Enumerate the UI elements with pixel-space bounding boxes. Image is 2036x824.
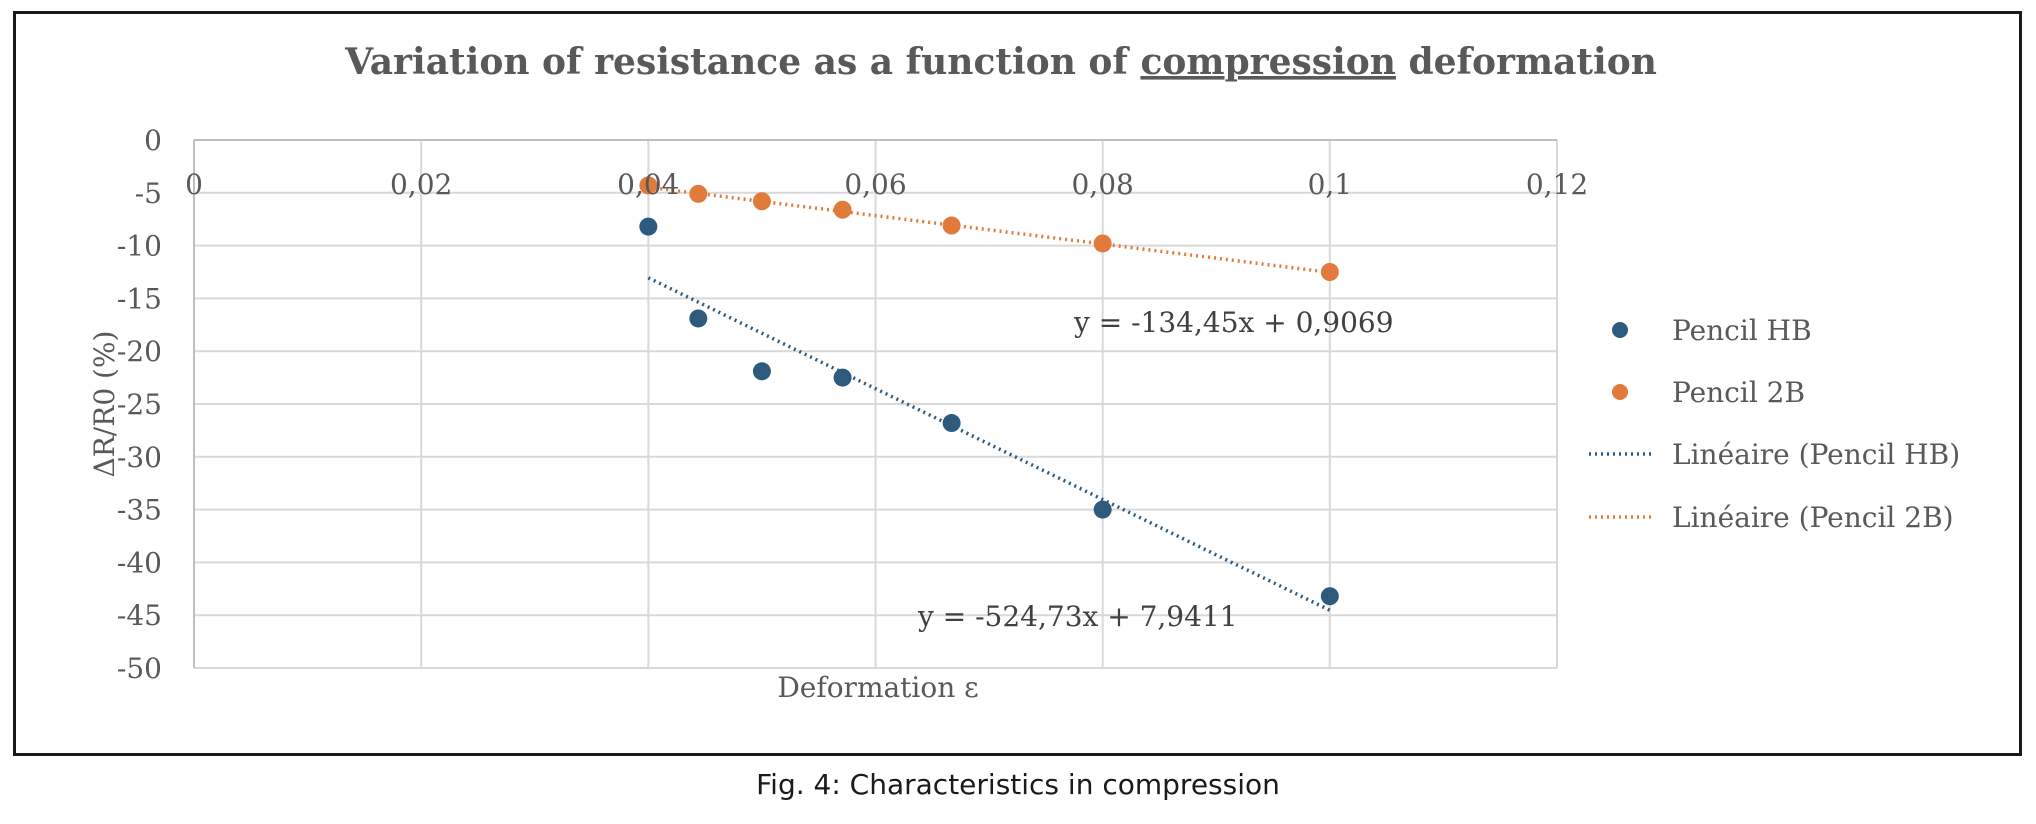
legend-label-trend-2b: Linéaire (Pencil 2B) (1672, 501, 1954, 534)
trendline-pencil-hb (647, 276, 1331, 612)
x-tick-label: 0,1 (1308, 168, 1353, 201)
legend-label-pencil-2b: Pencil 2B (1672, 376, 1805, 409)
data-point-pencil-2b (639, 176, 658, 195)
y-tick-label: 0 (144, 124, 162, 157)
chart-title-part-2: deformation (1396, 41, 1657, 83)
y-tick-label: -20 (117, 335, 162, 368)
chart-title: Variation of resistance as a function of… (344, 41, 1657, 83)
data-point-pencil-hb (639, 217, 658, 236)
y-tick-label: -10 (117, 230, 162, 263)
y-tick-label: -45 (117, 599, 162, 632)
chart-title-underlined: compression (1140, 41, 1395, 83)
y-tick-label: -5 (135, 177, 162, 210)
trendline-equation-pencil-2b: y = -134,45x + 0,9069 (1073, 306, 1394, 339)
x-tick-label: 0,12 (1526, 168, 1588, 201)
x-tick-label: 0,04 (617, 168, 679, 201)
legend-label-trend-hb: Linéaire (Pencil HB) (1672, 438, 1960, 471)
legend-item-pencil-2b: Pencil 2B (1612, 376, 1805, 409)
x-axis-label: Deformation ε (777, 671, 978, 704)
y-tick-label: -30 (117, 441, 162, 474)
trendline-pencil-2b (648, 185, 1331, 275)
trendline-layer (647, 185, 1331, 612)
legend-marker-pencil-hb (1612, 322, 1628, 338)
figure-caption: Fig. 4: Characteristics in compression (756, 768, 1280, 801)
tick-label-layer: 0 -5 -10 -15 -20 -25 -30 -35 -40 -45 -50 0 0,02 0,04 0… (117, 124, 1588, 685)
x-tick-label: 0 (185, 168, 203, 201)
grid-layer (194, 140, 1558, 669)
y-tick-label: -40 (117, 546, 162, 579)
chart-frame: Variation of resistance as a function of… (13, 11, 2022, 756)
legend-item-trend-hb: Linéaire (Pencil HB) (1589, 438, 1960, 471)
data-point-layer (639, 176, 1339, 606)
trendline-equation-pencil-hb: y = -524,73x + 7,9411 (917, 600, 1238, 633)
legend-label-pencil-hb: Pencil HB (1672, 314, 1812, 347)
axis-layer (193, 139, 1557, 668)
data-point-pencil-2b (1093, 234, 1112, 253)
x-tick-label: 0,02 (390, 168, 452, 201)
data-point-pencil-hb (752, 362, 771, 381)
data-point-pencil-hb (1320, 587, 1339, 606)
x-tick-label: 0,08 (1071, 168, 1133, 201)
data-point-pencil-hb (833, 368, 852, 387)
legend-item-trend-2b: Linéaire (Pencil 2B) (1589, 501, 1954, 534)
legend-marker-pencil-2b (1612, 384, 1628, 400)
chart-svg: Variation of resistance as a function of… (88, 41, 1960, 704)
y-tick-label: -15 (117, 282, 162, 315)
data-point-pencil-2b (942, 216, 961, 235)
y-axis-label: ΔR/R0 (%) (88, 331, 121, 478)
data-point-pencil-2b (689, 184, 708, 203)
data-point-pencil-hb (1093, 500, 1112, 519)
data-point-pencil-2b (833, 200, 852, 219)
chart-title-part-1: Variation of resistance as a function of (344, 41, 1140, 83)
legend: Pencil HB Pencil 2B Linéaire (Pencil HB)… (1589, 314, 1960, 534)
data-point-pencil-hb (942, 414, 961, 433)
x-tick-label: 0,06 (844, 168, 906, 201)
y-tick-label: -25 (117, 388, 162, 421)
y-tick-label: -35 (117, 494, 162, 527)
data-point-pencil-2b (1320, 263, 1339, 281)
data-point-pencil-hb (689, 309, 708, 328)
legend-item-pencil-hb: Pencil HB (1612, 314, 1812, 347)
y-tick-label: -50 (117, 652, 162, 685)
data-point-pencil-2b (752, 192, 771, 211)
